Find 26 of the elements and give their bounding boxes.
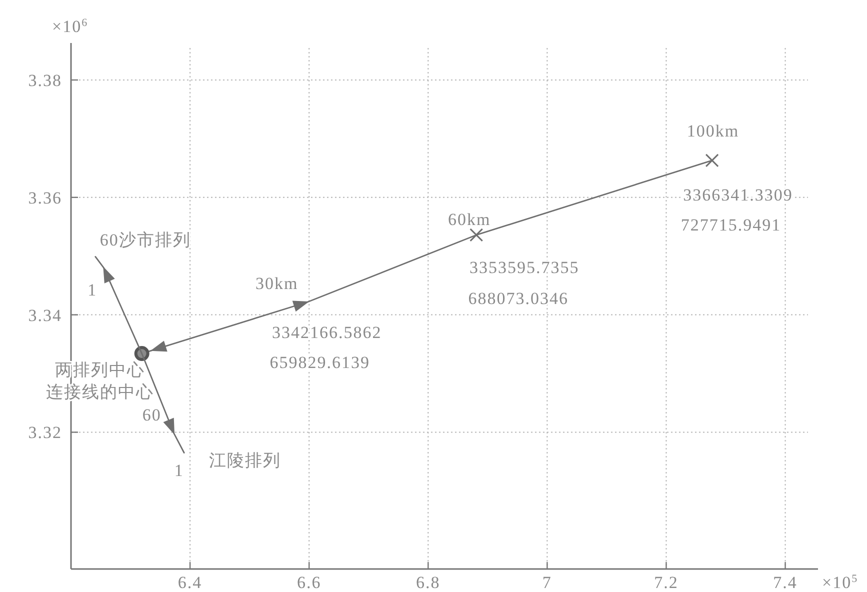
- x-tick-label: 6.4: [178, 573, 202, 592]
- x-tick-label: 7: [542, 573, 552, 592]
- annotation: 1: [88, 280, 98, 300]
- annotation: 30km: [256, 274, 298, 293]
- annotation: 659829.6139: [270, 352, 370, 372]
- annotation: 3353595.7355: [469, 258, 580, 277]
- y-tick-label: 3.38: [28, 70, 62, 90]
- x-tick-label: 6.6: [296, 573, 322, 592]
- y-tick-label: 3.34: [28, 306, 62, 325]
- annotation: 60km: [448, 210, 491, 229]
- x-tick-label: 6.8: [416, 573, 440, 592]
- annotation: 727715.9491: [680, 215, 782, 234]
- annotation: 60沙市排列: [100, 230, 191, 250]
- y-axis-title: ×10$^{6}$: [52, 17, 88, 36]
- x-tick-label: 7.4: [773, 573, 798, 592]
- x-tick-label: 7.2: [654, 573, 678, 592]
- annotation: 江陵排列: [209, 450, 282, 470]
- annotation: 3366341.3309: [683, 185, 793, 204]
- annotation: 1: [174, 460, 184, 480]
- x-axis-title: ×10$^{5}$: [822, 573, 858, 592]
- annotation: 60: [142, 406, 162, 425]
- y-tick-label: 3.32: [28, 423, 62, 442]
- annotation: 100km: [686, 121, 740, 140]
- y-tick-label: 3.36: [28, 188, 62, 208]
- annotation: 688073.0346: [468, 288, 568, 308]
- annotation: 3342166.5862: [272, 322, 382, 342]
